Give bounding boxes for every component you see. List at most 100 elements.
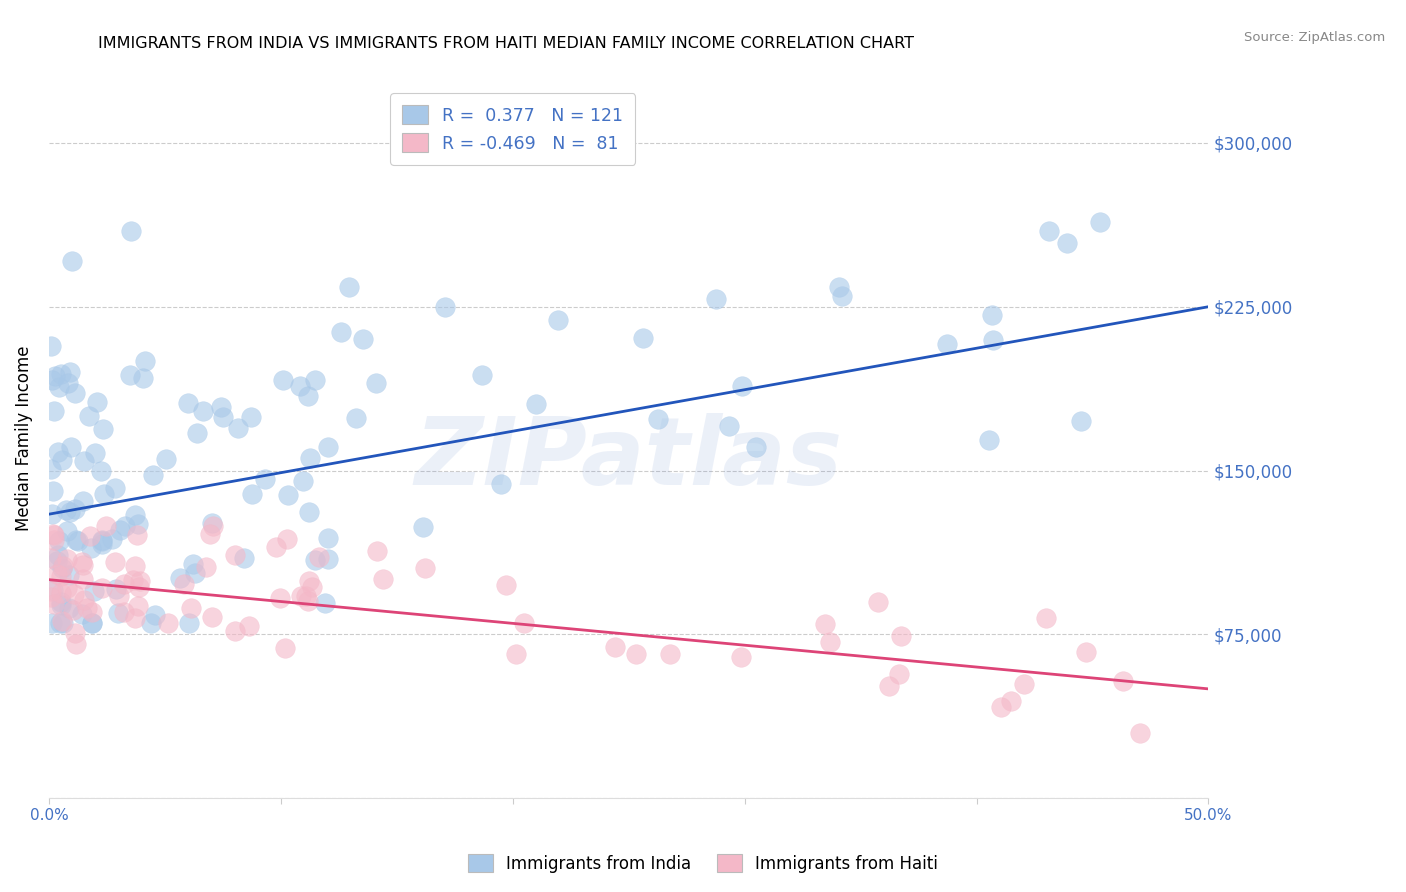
Point — [60, 253, 83, 268]
Point — [80, 605, 103, 619]
Point — [82, 616, 104, 631]
Point — [1038, 223, 1060, 237]
Point — [890, 629, 912, 643]
Point — [65, 637, 87, 651]
Point — [39, 551, 62, 566]
Legend: Immigrants from India, Immigrants from Haiti: Immigrants from India, Immigrants from H… — [461, 847, 945, 880]
Point — [180, 601, 202, 615]
Point — [253, 472, 276, 486]
Point — [745, 440, 768, 454]
Point — [49, 569, 72, 583]
Point — [90, 533, 112, 548]
Point — [79, 529, 101, 543]
Point — [316, 440, 339, 454]
Point — [1012, 677, 1035, 691]
Point — [83, 446, 105, 460]
Point — [42, 527, 65, 541]
Point — [44, 597, 66, 611]
Point — [83, 584, 105, 599]
Point — [80, 616, 103, 631]
Point — [184, 566, 207, 581]
Point — [240, 487, 263, 501]
Point — [63, 587, 86, 601]
Point — [94, 519, 117, 533]
Point — [513, 615, 536, 630]
Point — [413, 561, 436, 575]
Point — [1056, 235, 1078, 250]
Point — [39, 462, 62, 476]
Point — [143, 607, 166, 622]
Point — [41, 616, 63, 631]
Point — [127, 516, 149, 531]
Point — [201, 610, 224, 624]
Point — [110, 523, 132, 537]
Point — [65, 502, 87, 516]
Point — [41, 591, 63, 605]
Point — [56, 552, 79, 566]
Point — [624, 647, 647, 661]
Point — [935, 337, 957, 351]
Point — [128, 574, 150, 588]
Point — [266, 540, 288, 554]
Point — [125, 527, 148, 541]
Point — [63, 625, 86, 640]
Point — [177, 616, 200, 631]
Point — [49, 616, 72, 631]
Point — [63, 385, 86, 400]
Point — [1088, 215, 1111, 229]
Point — [46, 548, 69, 562]
Point — [73, 592, 96, 607]
Text: ZIPatlas: ZIPatlas — [415, 413, 842, 506]
Point — [45, 554, 67, 568]
Point — [58, 568, 80, 582]
Point — [65, 533, 87, 547]
Point — [52, 616, 75, 631]
Point — [294, 589, 316, 603]
Point — [226, 420, 249, 434]
Point — [49, 367, 72, 381]
Point — [814, 616, 837, 631]
Point — [56, 376, 79, 390]
Point — [471, 368, 494, 382]
Point — [298, 574, 321, 588]
Point — [46, 445, 69, 459]
Point — [93, 487, 115, 501]
Point — [304, 373, 326, 387]
Point — [1129, 725, 1152, 739]
Point — [277, 488, 299, 502]
Point — [831, 289, 853, 303]
Point — [48, 380, 70, 394]
Point — [186, 426, 208, 441]
Point — [90, 582, 112, 596]
Point — [91, 536, 114, 550]
Point — [104, 556, 127, 570]
Point — [42, 533, 65, 548]
Point — [371, 572, 394, 586]
Point — [49, 598, 72, 612]
Point — [73, 454, 96, 468]
Point — [124, 508, 146, 522]
Point — [316, 552, 339, 566]
Point — [39, 339, 62, 353]
Point — [730, 379, 752, 393]
Point — [72, 572, 94, 586]
Point — [104, 582, 127, 596]
Point — [76, 601, 98, 615]
Point — [44, 369, 66, 384]
Point — [299, 451, 322, 466]
Point — [981, 333, 1004, 347]
Point — [66, 533, 89, 548]
Point — [56, 524, 79, 538]
Point — [72, 558, 94, 573]
Point — [505, 648, 527, 662]
Point — [80, 541, 103, 555]
Text: IMMIGRANTS FROM INDIA VS IMMIGRANTS FROM HAITI MEDIAN FAMILY INCOME CORRELATION : IMMIGRANTS FROM INDIA VS IMMIGRANTS FROM… — [98, 36, 914, 51]
Point — [314, 596, 336, 610]
Point — [41, 373, 63, 387]
Point — [366, 543, 388, 558]
Point — [141, 467, 163, 482]
Point — [1070, 414, 1092, 428]
Point — [200, 527, 222, 541]
Point — [49, 586, 72, 600]
Point — [412, 520, 434, 534]
